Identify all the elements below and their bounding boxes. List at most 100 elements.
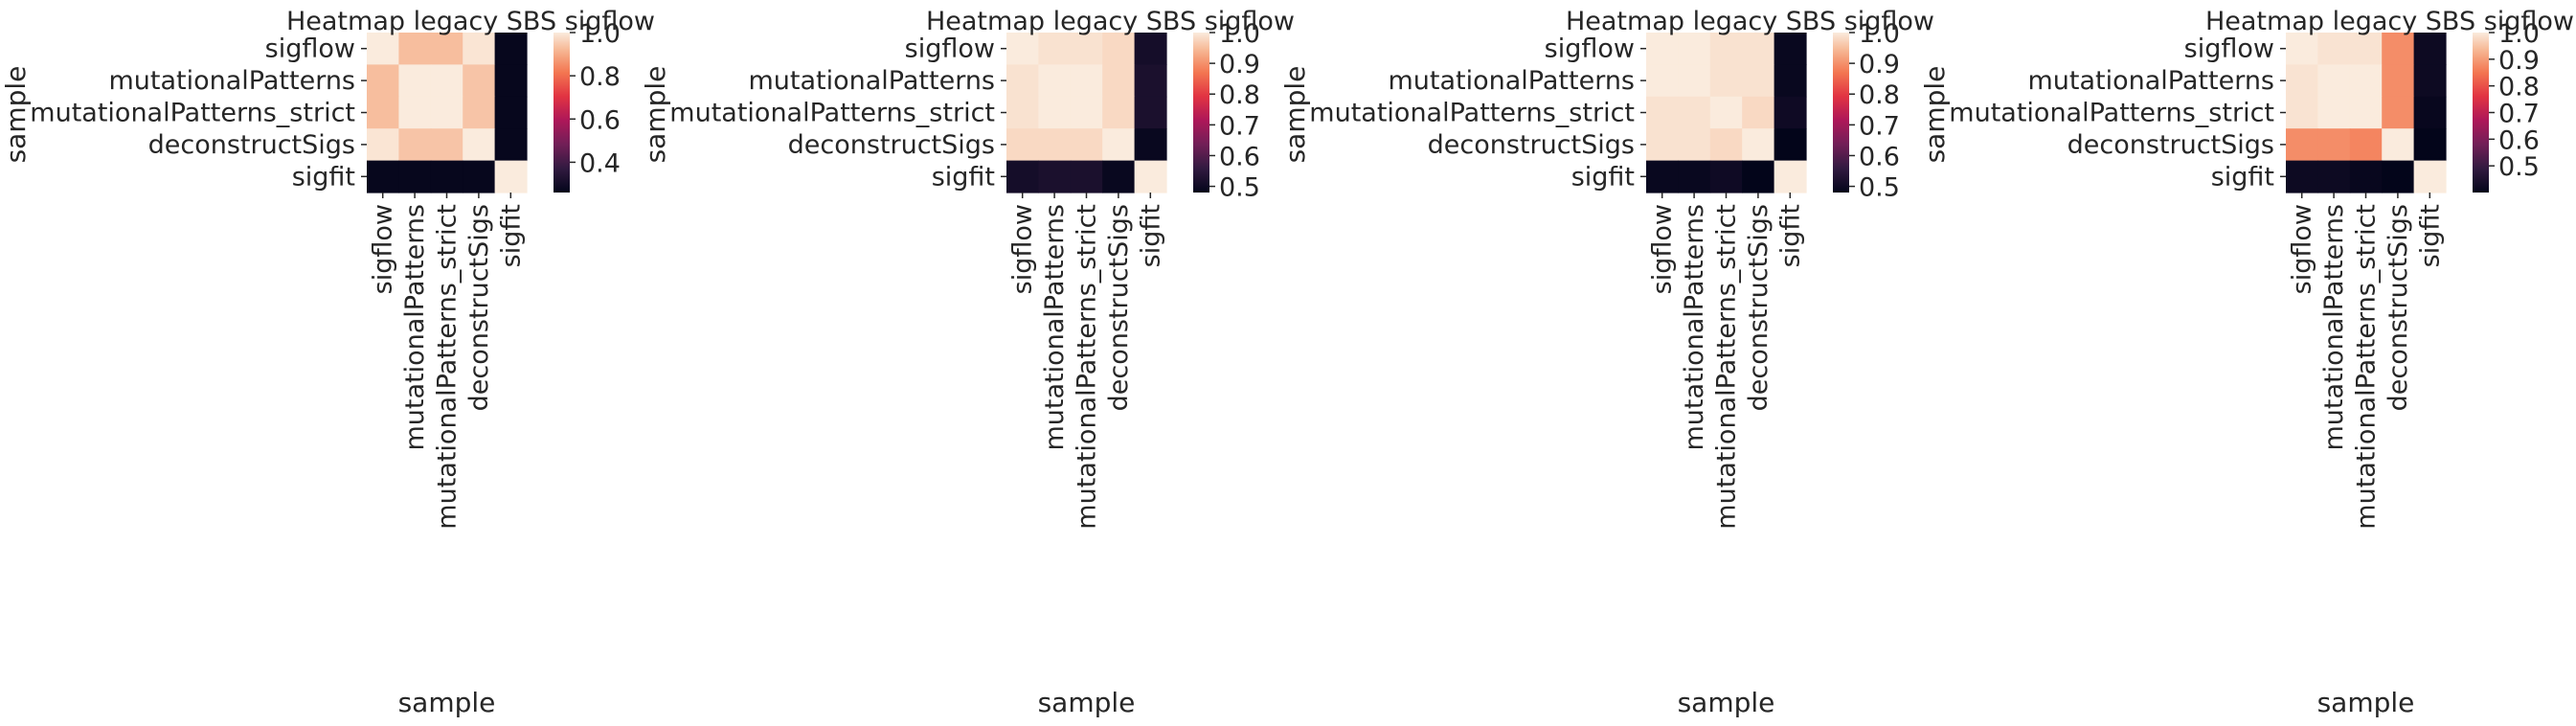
heatmap-cell xyxy=(367,128,399,162)
x-tick-label: deconstructSigs xyxy=(1744,204,1774,411)
heatmap-cell xyxy=(1646,96,1679,129)
heatmap-cell xyxy=(2317,96,2351,129)
chart-title: Heatmap legacy SBS sigflow xyxy=(1566,7,1934,36)
colorbar-tick-label: 1.0 xyxy=(1219,19,1260,49)
colorbar-tick-label: 0.5 xyxy=(2498,152,2540,182)
heatmap-cell xyxy=(1070,160,1103,193)
y-axis-label: sample xyxy=(1919,66,1951,164)
y-tick-label: sigfit xyxy=(2211,162,2274,192)
colorbar-tick-label: 0.7 xyxy=(2498,100,2540,129)
heatmap-cell xyxy=(2382,96,2415,129)
colorbar xyxy=(554,33,570,193)
x-axis-label: sample xyxy=(1678,687,1775,718)
x-tick-label: deconstructSigs xyxy=(2384,204,2413,411)
heatmap-cell xyxy=(1678,33,1711,65)
heatmap-cell xyxy=(494,160,528,193)
heatmap-cell xyxy=(1742,128,1775,162)
heatmap-cell xyxy=(2317,33,2351,65)
heatmap-cell xyxy=(2382,128,2415,162)
heatmap-cell xyxy=(2286,96,2318,129)
heatmap-panel-2: Heatmap legacy SBS sigflowsigflowmutatio… xyxy=(640,7,1295,718)
heatmap-cell xyxy=(463,160,496,193)
chart-title: Heatmap legacy SBS sigflow xyxy=(286,7,655,36)
heatmap-cell xyxy=(2349,64,2383,98)
chart-title: Heatmap legacy SBS sigflow xyxy=(2205,7,2574,36)
y-tick-label: sigflow xyxy=(265,34,355,64)
heatmap-cell xyxy=(1646,128,1679,162)
heatmap-cell xyxy=(1070,64,1103,98)
heatmap-cell xyxy=(1006,33,1039,65)
heatmap-cell xyxy=(398,160,432,193)
y-tick-label: deconstructSigs xyxy=(788,130,995,160)
heatmap-cell xyxy=(367,64,399,98)
heatmap-cell xyxy=(2317,160,2351,193)
heatmap-cell xyxy=(2382,160,2415,193)
heatmap-cell xyxy=(2286,33,2318,65)
heatmap-cell xyxy=(494,128,528,162)
x-tick-label: mutationalPatterns_strict xyxy=(433,204,463,530)
x-tick-label: mutationalPatterns_strict xyxy=(2352,204,2382,530)
heatmap-cell xyxy=(1006,160,1039,193)
heatmap-panel-4: Heatmap legacy SBS sigflowsigflowmutatio… xyxy=(1919,7,2574,718)
heatmap-cell xyxy=(430,160,463,193)
colorbar-tick-label: 0.7 xyxy=(1859,111,1900,141)
heatmap-cell xyxy=(1134,33,1167,65)
heatmap-cell xyxy=(2413,160,2447,193)
heatmap-cell xyxy=(2317,64,2351,98)
heatmap-cell xyxy=(494,33,528,65)
heatmap-cell xyxy=(2382,33,2415,65)
heatmap-cell xyxy=(2286,128,2318,162)
heatmap-cell xyxy=(2413,96,2447,129)
heatmap-cell xyxy=(1006,96,1039,129)
x-tick-label: mutationalPatterns xyxy=(2319,204,2349,451)
heatmap-cell xyxy=(1102,96,1136,129)
colorbar xyxy=(2473,33,2489,193)
y-tick-label: mutationalPatterns_strict xyxy=(669,99,995,128)
colorbar-tick-label: 0.8 xyxy=(1219,80,1260,110)
y-tick-label: deconstructSigs xyxy=(148,130,355,160)
y-tick-label: sigflow xyxy=(2184,34,2274,64)
y-tick-label: mutationalPatterns xyxy=(2027,66,2274,96)
x-tick-label: sigfit xyxy=(1775,204,1805,267)
y-tick-label: mutationalPatterns_strict xyxy=(30,99,355,128)
heatmap-cell xyxy=(1742,64,1775,98)
x-tick-label: sigflow xyxy=(1008,204,1038,294)
x-tick-label: sigfit xyxy=(496,204,526,267)
heatmap-cell xyxy=(1006,64,1039,98)
heatmap-cell xyxy=(1709,128,1743,162)
heatmap-cell xyxy=(1070,128,1103,162)
heatmap-cell xyxy=(1742,160,1775,193)
heatmap-cell xyxy=(430,64,463,98)
heatmap-cell xyxy=(1709,33,1743,65)
heatmap-cell xyxy=(494,96,528,129)
heatmap-cell xyxy=(430,128,463,162)
heatmap-panel-3: Heatmap legacy SBS sigflowsigflowmutatio… xyxy=(1279,7,1934,718)
heatmap-cell xyxy=(1102,128,1136,162)
y-axis-label: sample xyxy=(1279,66,1311,164)
heatmap-cell xyxy=(2413,33,2447,65)
heatmap-cell xyxy=(1774,160,1807,193)
x-axis-label: sample xyxy=(398,687,496,718)
x-axis-label: sample xyxy=(2317,687,2415,718)
x-tick-label: sigfit xyxy=(2415,204,2445,267)
chart-title: Heatmap legacy SBS sigflow xyxy=(926,7,1295,36)
colorbar-tick-label: 0.8 xyxy=(1859,80,1900,110)
colorbar-tick-label: 0.6 xyxy=(1219,142,1260,171)
heatmap-cell xyxy=(1038,96,1072,129)
y-tick-label: mutationalPatterns_strict xyxy=(1309,99,1635,128)
heatmap-cell xyxy=(367,160,399,193)
heatmap-cell xyxy=(1134,128,1167,162)
heatmap-cell xyxy=(1134,96,1167,129)
heatmap-cell xyxy=(398,96,432,129)
heatmap-cell xyxy=(367,96,399,129)
heatmap-cell xyxy=(2286,64,2318,98)
y-tick-label: deconstructSigs xyxy=(2068,130,2274,160)
colorbar-tick-label: 1.0 xyxy=(1859,19,1900,49)
x-tick-label: mutationalPatterns_strict xyxy=(1073,204,1102,530)
heatmap-cell xyxy=(1774,64,1807,98)
colorbar-tick-label: 0.9 xyxy=(1219,50,1260,79)
colorbar-tick-label: 0.5 xyxy=(1219,173,1260,203)
heatmap-cell xyxy=(1678,64,1711,98)
x-tick-label: mutationalPatterns xyxy=(1040,204,1070,451)
colorbar-tick-label: 0.8 xyxy=(2498,73,2540,102)
